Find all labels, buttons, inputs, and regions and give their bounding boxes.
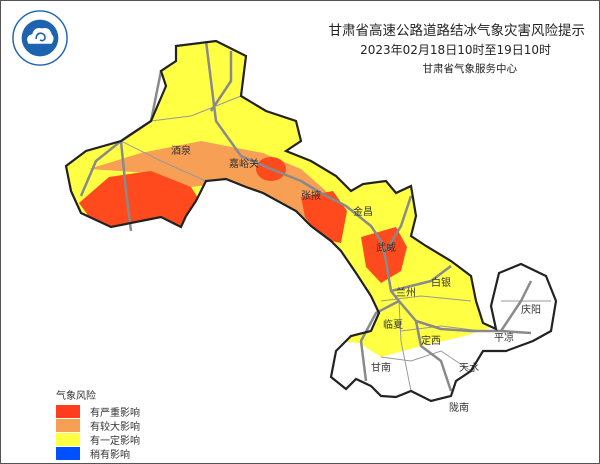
city-label: 嘉峪关 bbox=[229, 157, 259, 170]
legend-item-large: 有较大影响 bbox=[56, 418, 140, 433]
legend-label: 有较大影响 bbox=[90, 421, 140, 433]
legend-item-slight: 稍有影响 bbox=[56, 446, 140, 461]
city-label: 张掖 bbox=[301, 189, 321, 202]
forecast-period: 2023年02月18日10时至19日10时 bbox=[360, 43, 551, 57]
region-severe-west bbox=[79, 171, 201, 233]
county-boundaries bbox=[120, 95, 551, 392]
legend-swatch bbox=[56, 432, 80, 446]
city-label: 武威 bbox=[376, 241, 396, 254]
city-label: 白银 bbox=[431, 276, 451, 289]
city-label: 定西 bbox=[421, 334, 441, 347]
highways bbox=[79, 40, 533, 392]
legend-label: 稍有影响 bbox=[90, 449, 130, 461]
legend-swatch bbox=[56, 418, 80, 432]
legend-label: 有严重影响 bbox=[90, 407, 140, 419]
legend: 气象风险 有严重影响 有较大影响 有一定影响 稍有影响 bbox=[56, 387, 140, 461]
city-label: 平凉 bbox=[494, 331, 514, 344]
city-label: 酒泉 bbox=[171, 144, 191, 157]
city-label: 天水 bbox=[459, 362, 479, 374]
region-severe-zhangye bbox=[301, 191, 347, 243]
city-labels: 酒泉 嘉峪关 张掖 金昌 武威 白银 兰州 临夏 定西 甘南 天水 陇南 平凉 … bbox=[171, 144, 541, 414]
legend-item-moderate: 有一定影响 bbox=[56, 432, 140, 447]
city-label: 兰州 bbox=[396, 286, 416, 299]
legend-item-severe: 有严重影响 bbox=[56, 404, 140, 419]
city-label: 庆阳 bbox=[521, 303, 541, 316]
map-title: 甘肃省高速公路道路结冰气象灾害风险提示 bbox=[328, 23, 586, 39]
legend-swatch bbox=[56, 446, 80, 460]
legend-label: 有一定影响 bbox=[90, 435, 140, 447]
legend-title: 气象风险 bbox=[56, 391, 96, 402]
legend-swatch bbox=[56, 404, 80, 418]
city-label: 陇南 bbox=[449, 401, 469, 414]
cma-logo-icon bbox=[12, 10, 68, 66]
issuer: 甘肃省气象服务中心 bbox=[422, 63, 518, 75]
city-label: 临夏 bbox=[383, 318, 403, 331]
city-label: 甘南 bbox=[371, 361, 391, 374]
city-label: 金昌 bbox=[353, 205, 373, 218]
